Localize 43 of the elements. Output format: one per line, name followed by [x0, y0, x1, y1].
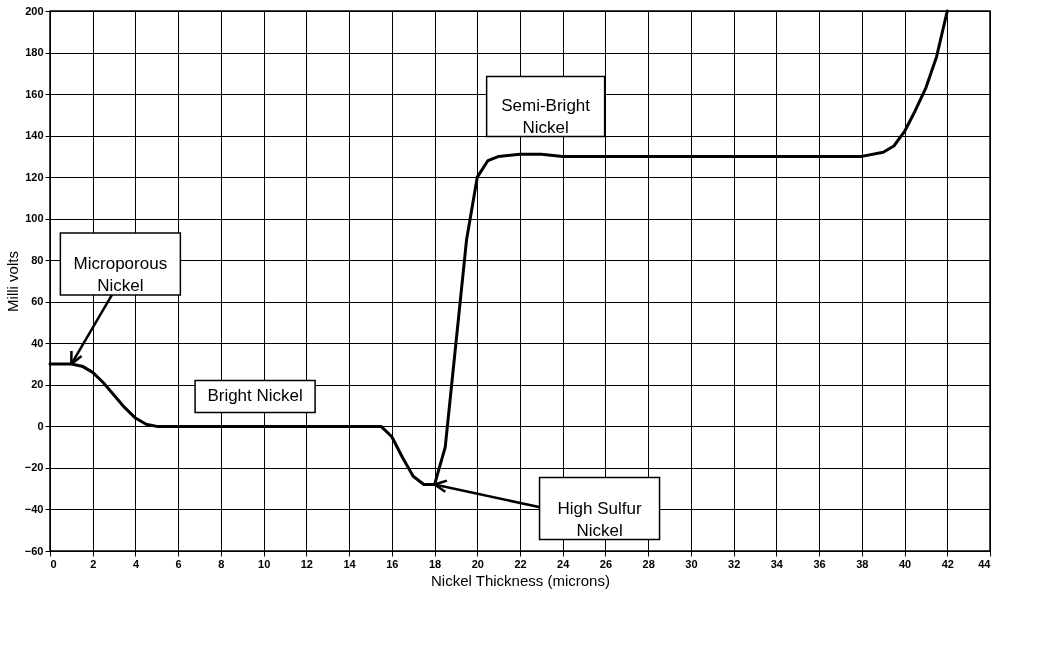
- x-tick-label: 6: [175, 557, 182, 570]
- x-tick-label: 12: [300, 557, 313, 570]
- x-tick-label: 24: [557, 557, 571, 570]
- x-tick-label: 2: [90, 557, 97, 570]
- y-tick-label: 0: [37, 419, 44, 432]
- x-tick-label: 30: [685, 557, 698, 570]
- x-tick-label: 32: [728, 557, 741, 570]
- annotation: Semi-Bright Nickel: [501, 96, 591, 138]
- y-axis-title: Milli volts: [3, 251, 21, 312]
- x-tick-label: 0: [50, 557, 57, 570]
- y-tick-label: −60: [24, 544, 44, 557]
- x-tick-label: 26: [599, 557, 613, 570]
- x-tick-label: 10: [258, 557, 271, 570]
- x-tick-label: 14: [343, 557, 357, 570]
- x-tick-label: 44: [978, 557, 992, 570]
- y-tick-label: 160: [25, 87, 44, 100]
- x-tick-label: 38: [856, 557, 869, 570]
- y-tick-label: 180: [25, 46, 44, 59]
- y-tick-label: 80: [31, 253, 44, 266]
- y-tick-label: 140: [25, 129, 44, 142]
- x-tick-label: 34: [770, 557, 784, 570]
- y-tick-label: 40: [31, 336, 44, 349]
- x-tick-label: 4: [132, 557, 140, 570]
- x-axis-title: Nickel Thickness (microns): [431, 571, 610, 589]
- x-tick-label: 40: [898, 557, 912, 570]
- x-tick-label: 28: [642, 557, 655, 570]
- annotation: Bright Nickel: [207, 386, 303, 406]
- y-tick-label: −40: [24, 502, 44, 515]
- x-tick-label: 18: [428, 557, 442, 570]
- x-tick-label: 42: [941, 557, 954, 570]
- y-tick-label: 20: [31, 378, 44, 391]
- x-tick-label: 36: [813, 557, 826, 570]
- y-tick-label: 120: [25, 170, 44, 183]
- y-tick-label: 100: [25, 212, 44, 225]
- y-tick-label: 200: [25, 4, 44, 17]
- x-tick-label: 22: [514, 557, 527, 570]
- x-tick-label: 16: [386, 557, 399, 570]
- y-tick-label: 60: [31, 295, 44, 308]
- annotation: High Sulfur Nickel: [557, 498, 642, 540]
- x-tick-label: 20: [471, 557, 484, 570]
- y-tick-label: −20: [24, 461, 44, 474]
- x-tick-label: 8: [218, 557, 225, 570]
- annotation: Microporous Nickel: [73, 254, 168, 296]
